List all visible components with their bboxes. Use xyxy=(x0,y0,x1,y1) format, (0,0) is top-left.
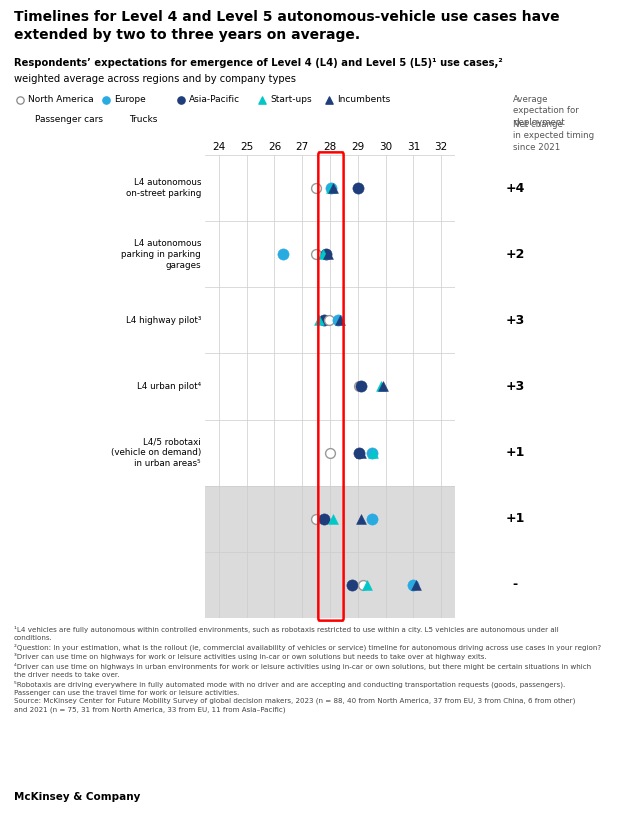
Point xyxy=(378,380,388,393)
Text: North America: North America xyxy=(28,95,93,104)
Text: Start-ups: Start-ups xyxy=(270,95,312,104)
Text: L4 highway pilot³: L4 highway pilot³ xyxy=(125,316,201,325)
Text: Average
expectation for
deployment: Average expectation for deployment xyxy=(513,95,579,127)
Point xyxy=(358,579,369,592)
Point xyxy=(176,94,186,107)
Text: +1: +1 xyxy=(506,512,525,526)
Text: L4 autonomous
on-street parking: L4 autonomous on-street parking xyxy=(125,178,201,198)
Point xyxy=(333,314,344,327)
Point xyxy=(376,380,387,393)
Point xyxy=(314,314,324,327)
Bar xyxy=(205,486,455,552)
Point xyxy=(319,512,330,526)
Text: Passenger cars: Passenger cars xyxy=(35,114,103,123)
Point xyxy=(355,380,365,393)
Text: Incumbents: Incumbents xyxy=(337,95,390,104)
Point xyxy=(311,181,321,194)
Point xyxy=(325,446,335,459)
Text: McKinsey & Company: McKinsey & Company xyxy=(14,792,140,802)
Text: +3: +3 xyxy=(506,380,525,393)
Point xyxy=(354,380,364,393)
Text: Europe: Europe xyxy=(114,95,146,104)
Point xyxy=(319,314,330,327)
Point xyxy=(355,512,365,526)
Point xyxy=(324,94,334,107)
Text: Driverless on full
journey, on highway,
and to final destination
outside of high: Driverless on full journey, on highway, … xyxy=(98,564,201,606)
Bar xyxy=(205,552,455,618)
Text: Driverless on
highway, hub to
hub (L4): Driverless on highway, hub to hub (L4) xyxy=(131,503,201,534)
Point xyxy=(326,181,337,194)
Point xyxy=(311,248,321,261)
Point xyxy=(328,512,338,526)
Point xyxy=(318,248,328,261)
Point xyxy=(257,94,267,107)
Point xyxy=(311,512,321,526)
Point xyxy=(323,314,333,327)
Point xyxy=(355,446,365,459)
Text: ¹L4 vehicles are fully autonomous within controlled environments, such as robota: ¹L4 vehicles are fully autonomous within… xyxy=(14,626,601,712)
Point xyxy=(328,181,338,194)
Text: +2: +2 xyxy=(506,248,525,261)
Text: Asia-Pacific: Asia-Pacific xyxy=(189,95,240,104)
Point xyxy=(278,248,288,261)
Text: extended by two to three years on average.: extended by two to three years on averag… xyxy=(14,28,360,42)
Text: +1: +1 xyxy=(506,446,525,459)
Text: L4 urban pilot⁴: L4 urban pilot⁴ xyxy=(137,382,201,391)
Point xyxy=(326,181,337,194)
Text: Net change
in expected timing
since 2021: Net change in expected timing since 2021 xyxy=(513,120,594,152)
Text: -: - xyxy=(513,579,518,592)
Point xyxy=(323,248,333,261)
Point xyxy=(354,446,364,459)
Text: +4: +4 xyxy=(506,182,525,194)
Text: Timelines for Level 4 and Level 5 autonomous-vehicle use cases have: Timelines for Level 4 and Level 5 autono… xyxy=(14,10,559,24)
Point xyxy=(362,579,372,592)
Text: +3: +3 xyxy=(506,314,525,327)
Point xyxy=(321,248,331,261)
Text: weighted average across regions and by company types: weighted average across regions and by c… xyxy=(14,74,296,84)
Text: Respondents’ expectations for emergence of Level 4 (L4) and Level 5 (L5)¹ use ca: Respondents’ expectations for emergence … xyxy=(14,58,503,68)
Point xyxy=(367,512,377,526)
Point xyxy=(347,579,357,592)
Point xyxy=(15,94,25,107)
Point xyxy=(335,314,345,327)
Point xyxy=(353,181,363,194)
Text: L4 autonomous
parking in parking
garages: L4 autonomous parking in parking garages xyxy=(121,238,201,270)
Point xyxy=(408,579,419,592)
Point xyxy=(411,579,421,592)
Point xyxy=(101,94,111,107)
Text: Trucks: Trucks xyxy=(129,114,157,123)
Text: L4/5 robotaxi
(vehicle on demand)
in urban areas⁵: L4/5 robotaxi (vehicle on demand) in urb… xyxy=(111,437,201,468)
Point xyxy=(368,446,378,459)
Point xyxy=(367,446,377,459)
